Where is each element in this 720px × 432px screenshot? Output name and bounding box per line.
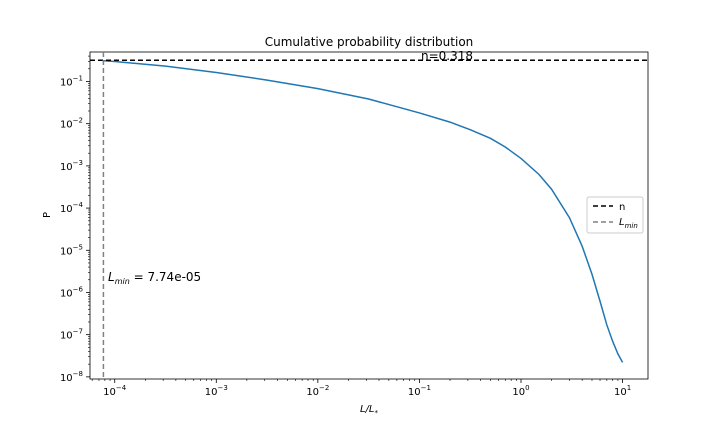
y-axis-label: P [42, 212, 53, 218]
x-tick-label: 100 [512, 384, 529, 398]
hline-annotation: n=0.318 [421, 49, 473, 63]
x-tick-label: 10−2 [306, 384, 329, 398]
x-axis-label: L/L* [360, 404, 379, 417]
x-tick-label: 10−3 [205, 384, 228, 398]
y-tick-label: 10−3 [60, 159, 83, 173]
y-axis-ticks: 10−1 10−2 10−3 10−4 10−5 10−6 10−7 10−8 [60, 55, 90, 384]
y-tick-label: 10−2 [60, 117, 83, 131]
y-tick-label: 10−6 [60, 285, 84, 299]
legend: n Lmin [586, 196, 644, 234]
y-tick-label: 10−1 [60, 74, 83, 88]
x-tick-label: 10−1 [408, 384, 431, 398]
legend-label-n: n [619, 202, 625, 213]
x-tick-label: 101 [614, 384, 631, 398]
y-tick-label: 10−5 [60, 243, 83, 257]
x-tick-label: 10−4 [103, 384, 127, 398]
axes-frame [89, 51, 649, 380]
plot-area [89, 51, 649, 380]
y-tick-label: 10−7 [60, 328, 83, 342]
x-axis-ticks: 10−4 10−3 10−2 10−1 100 101 [91, 379, 631, 398]
chart-title: Cumulative probability distribution [265, 35, 474, 49]
legend-label-lmin: Lmin [619, 217, 638, 230]
vline-annotation: Lmin = 7.74e-05 [108, 270, 201, 286]
y-tick-label: 10−8 [60, 370, 83, 384]
y-tick-label: 10−4 [60, 201, 84, 215]
series-line-0 [103, 60, 624, 363]
